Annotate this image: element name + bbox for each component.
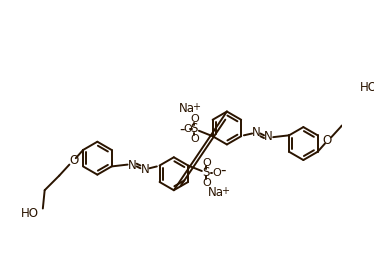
Text: O: O bbox=[184, 124, 192, 134]
Text: S: S bbox=[191, 122, 198, 135]
Text: O: O bbox=[69, 154, 79, 167]
Text: +: + bbox=[221, 186, 229, 196]
Text: N: N bbox=[251, 126, 260, 139]
Text: Na: Na bbox=[208, 186, 224, 199]
Text: +: + bbox=[192, 102, 200, 112]
Text: N: N bbox=[264, 130, 273, 143]
Text: HO: HO bbox=[360, 81, 374, 94]
Text: -: - bbox=[180, 121, 185, 136]
Text: Na: Na bbox=[179, 102, 195, 115]
Text: O: O bbox=[202, 158, 211, 168]
Text: -: - bbox=[220, 163, 226, 178]
Text: O: O bbox=[190, 114, 199, 124]
Text: O: O bbox=[322, 134, 331, 147]
Text: N: N bbox=[128, 159, 137, 172]
Text: O: O bbox=[212, 168, 221, 178]
Text: S: S bbox=[203, 166, 210, 179]
Text: O: O bbox=[190, 134, 199, 144]
Text: N: N bbox=[141, 163, 149, 176]
Text: O: O bbox=[202, 178, 211, 188]
Text: HO: HO bbox=[21, 208, 39, 220]
